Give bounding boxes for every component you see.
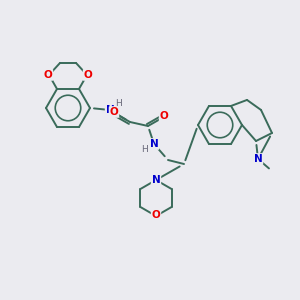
Text: O: O: [84, 70, 92, 80]
Text: H: H: [116, 98, 122, 107]
Text: N: N: [152, 175, 160, 185]
Text: O: O: [44, 70, 52, 80]
Text: O: O: [110, 107, 118, 117]
Text: O: O: [152, 210, 160, 220]
Text: N: N: [254, 154, 262, 164]
Text: N: N: [150, 139, 158, 149]
Text: H: H: [141, 145, 147, 154]
Text: N: N: [106, 105, 114, 115]
Text: O: O: [160, 111, 168, 121]
